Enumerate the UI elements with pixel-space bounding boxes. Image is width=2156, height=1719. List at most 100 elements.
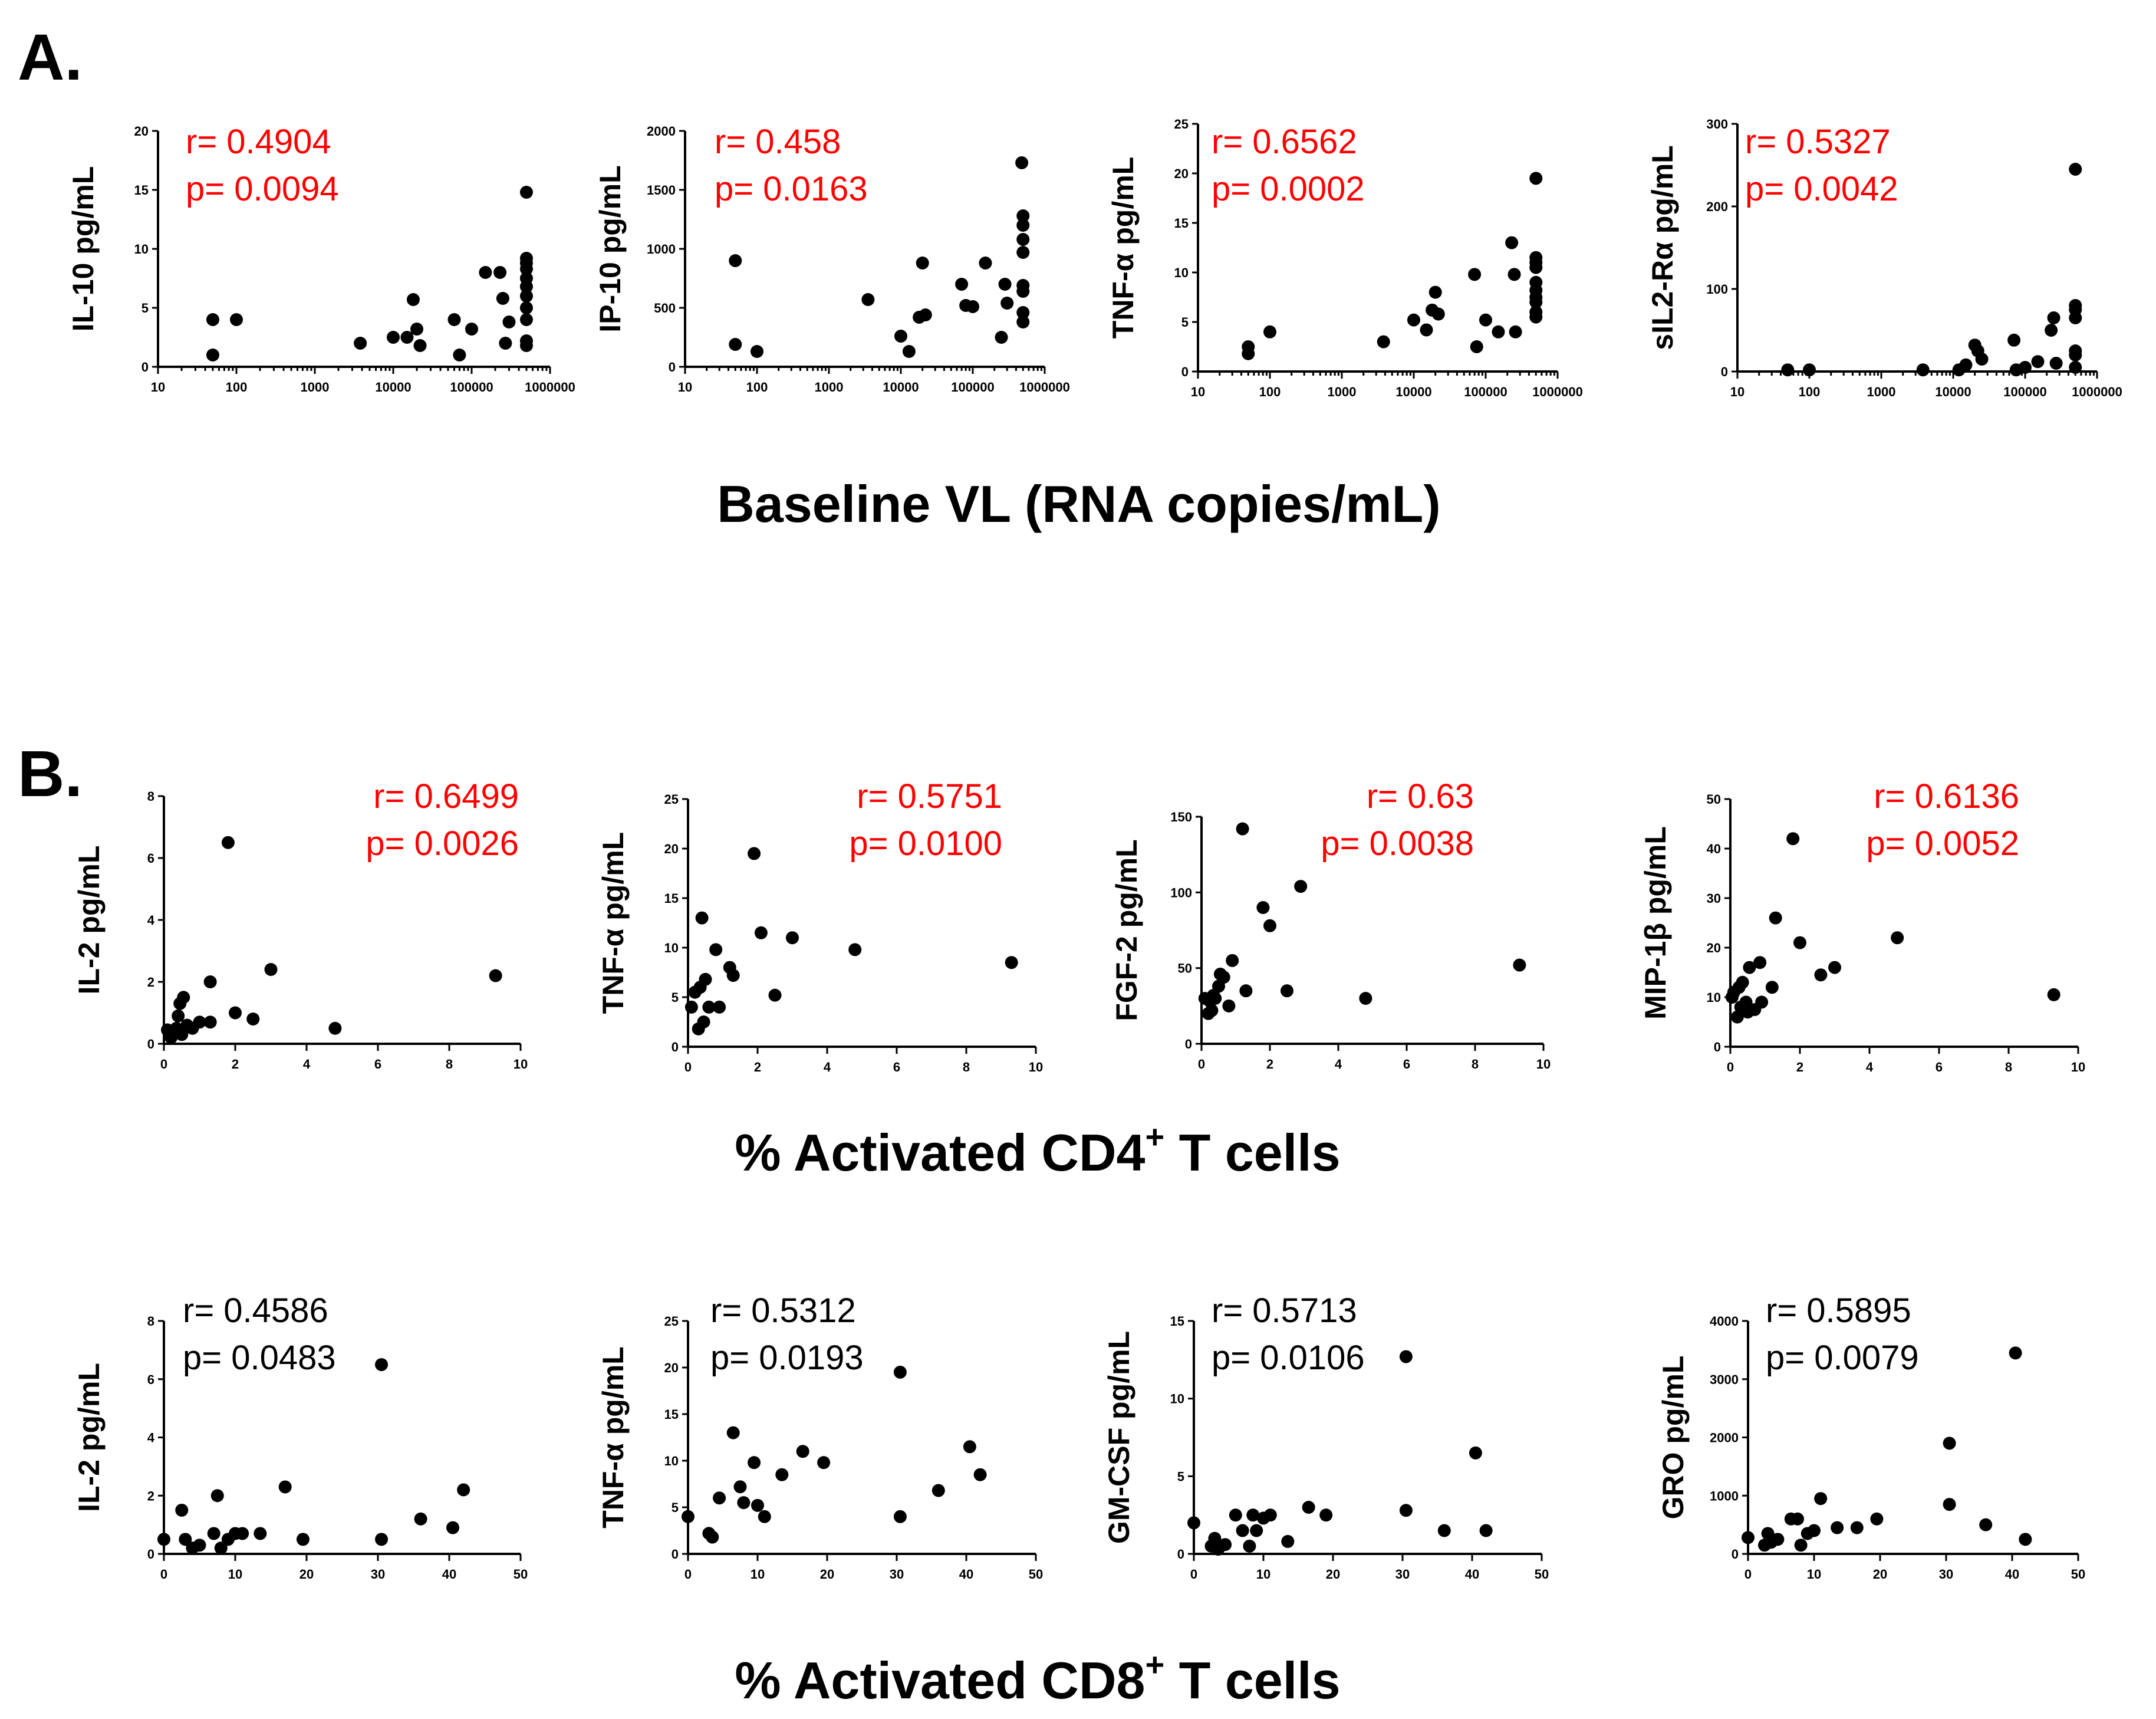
data-point: [1492, 325, 1505, 338]
x-tick-label: 10000: [375, 380, 411, 395]
y-tick-label: 0: [1714, 1040, 1721, 1054]
data-point: [1015, 156, 1029, 169]
x-tick-label: 30: [371, 1567, 385, 1582]
data-point: [713, 1000, 726, 1014]
data-point: [203, 1015, 217, 1029]
data-point: [1431, 307, 1445, 321]
x-tick-label: 100: [226, 380, 248, 395]
chart-a4: 0 100 200 300 10 100 1000 10000 100000 1000000 sIL…: [1646, 117, 2122, 399]
y-tick-label: 100: [1706, 282, 1728, 297]
data-point: [519, 313, 533, 326]
x-tick-label: 0: [160, 1567, 167, 1582]
y-tick-label: 300: [1706, 117, 1728, 132]
x-tick-label: 20: [1873, 1567, 1887, 1582]
data-point: [2047, 311, 2060, 324]
y-tick-label: 0: [672, 1547, 679, 1562]
data-point: [2069, 349, 2082, 361]
x-tick-label: 10: [1191, 384, 1205, 399]
data-point: [748, 847, 761, 860]
data-point: [1743, 961, 1756, 974]
y-axis-label: sIL2-Rα pg/mL: [1646, 145, 1679, 350]
y-tick-label: 10: [1707, 990, 1721, 1005]
data-point: [193, 1539, 206, 1552]
data-point: [1229, 1508, 1242, 1522]
chart-b1: 0 2 4 6 8 0 2 4 6 8 10 IL-2 pg/mL r= 0.6499 p= 0.0026: [73, 777, 528, 1072]
x-tick-label: 100000: [450, 380, 493, 395]
y-tick-label: 0: [1185, 1037, 1192, 1051]
r-value: r= 0.63: [1367, 777, 1474, 816]
chart-b4: 0 10 20 30 40 50 0 2 4 6 8 10 MIP-1β pg/mL r= 0.6136 p…: [1639, 777, 2085, 1074]
x-tick-label: 50: [1029, 1567, 1043, 1582]
data-point: [1943, 1437, 1956, 1450]
y-tick-label: 40: [1707, 842, 1721, 856]
x-tick-label: 0: [160, 1057, 167, 1072]
x-tick-label: 4: [1335, 1057, 1342, 1072]
data-point: [2007, 333, 2021, 347]
data-point: [519, 262, 533, 275]
y-tick-label: 4: [147, 1431, 155, 1445]
data-point: [1468, 268, 1482, 281]
chart-b3: 0 50 100 150 0 2 4 6 8 10 FGF-2 pg/mL r= 0.63 p= 0.0…: [1110, 777, 1551, 1072]
data-point: [697, 1015, 710, 1028]
data-point: [706, 1530, 719, 1544]
x-tick-label: 6: [893, 1060, 900, 1074]
data-point: [1005, 956, 1018, 969]
data-point: [754, 926, 768, 939]
data-point: [2019, 1533, 2032, 1546]
data-point: [1236, 822, 1249, 836]
y-axis-label: TNF-α pg/mL: [1107, 157, 1140, 338]
data-point: [1016, 285, 1030, 298]
data-point: [1256, 901, 1270, 914]
data-point: [695, 911, 709, 925]
x-tick-label: 1000: [1867, 384, 1896, 399]
data-point: [1513, 958, 1526, 972]
data-point: [414, 1512, 427, 1526]
y-tick-label: 8: [147, 789, 154, 804]
data-point: [1377, 335, 1390, 349]
data-point: [1239, 984, 1253, 998]
x-tick-label: 100: [746, 380, 768, 395]
x-tick-label: 0: [1727, 1060, 1734, 1074]
data-point: [1208, 1531, 1222, 1545]
y-tick-label: 15: [664, 1407, 679, 1422]
data-point: [1242, 347, 1255, 360]
data-point: [1016, 246, 1030, 259]
data-point: [1814, 968, 1828, 982]
data-point: [387, 331, 400, 344]
y-tick-label: 1000: [647, 242, 676, 257]
data-point: [278, 1480, 292, 1494]
r-value: r= 0.4586: [183, 1291, 328, 1330]
data-point: [998, 278, 1012, 291]
data-point: [206, 313, 219, 326]
data-point: [489, 969, 502, 982]
data-point: [172, 1009, 185, 1023]
row-a-xlabel: Baseline VL (RNA copies/mL): [717, 475, 1440, 533]
x-tick-label: 10: [514, 1057, 528, 1072]
y-tick-label: 0: [669, 360, 676, 374]
x-tick-label: 0: [1744, 1567, 1752, 1582]
data-point: [519, 290, 533, 303]
x-tick-label: 2: [1796, 1060, 1803, 1074]
y-tick-label: 0: [1177, 1547, 1184, 1562]
y-tick-label: 5: [672, 1500, 679, 1515]
x-tick-label: 1000000: [1532, 384, 1583, 399]
data-point: [1916, 363, 1930, 377]
row-b2-xlabel: % Activated CD8+ T cells: [735, 1646, 1340, 1710]
data-point: [1217, 971, 1230, 984]
data-point: [1359, 992, 1372, 1005]
data-point: [203, 975, 217, 988]
data-point: [1399, 1504, 1413, 1517]
chart-a3: 0 5 10 15 20 25 10 100 1000 10000 100000 1000000 TNF…: [1107, 117, 1583, 399]
data-point: [1828, 961, 1841, 974]
data-point: [1771, 1533, 1785, 1546]
x-tick-label: 6: [1936, 1060, 1943, 1074]
p-value: p= 0.0094: [186, 170, 339, 208]
x-tick-label: 10: [751, 1567, 765, 1582]
y-tick-label: 2: [147, 975, 154, 990]
data-point: [193, 1015, 206, 1029]
y-axis-label: IL-2 pg/mL: [73, 1363, 106, 1512]
p-value: p= 0.0079: [1766, 1339, 1919, 1377]
data-point: [2069, 311, 2082, 324]
data-point: [729, 254, 742, 267]
row-b2-xlabel-main: % Activated CD8: [735, 1651, 1145, 1710]
